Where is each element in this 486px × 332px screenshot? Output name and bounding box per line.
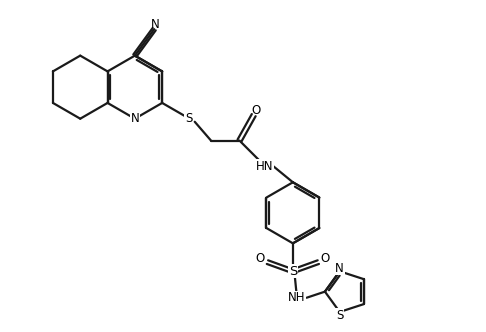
Text: N: N bbox=[151, 18, 160, 31]
Text: N: N bbox=[130, 112, 139, 125]
Text: S: S bbox=[336, 308, 344, 321]
Text: NH: NH bbox=[288, 291, 306, 304]
Text: N: N bbox=[335, 262, 344, 275]
Text: O: O bbox=[321, 252, 330, 265]
Text: O: O bbox=[251, 104, 260, 117]
Text: O: O bbox=[256, 252, 265, 265]
Text: S: S bbox=[185, 112, 192, 125]
Text: HN: HN bbox=[256, 159, 274, 173]
Text: S: S bbox=[289, 265, 297, 278]
